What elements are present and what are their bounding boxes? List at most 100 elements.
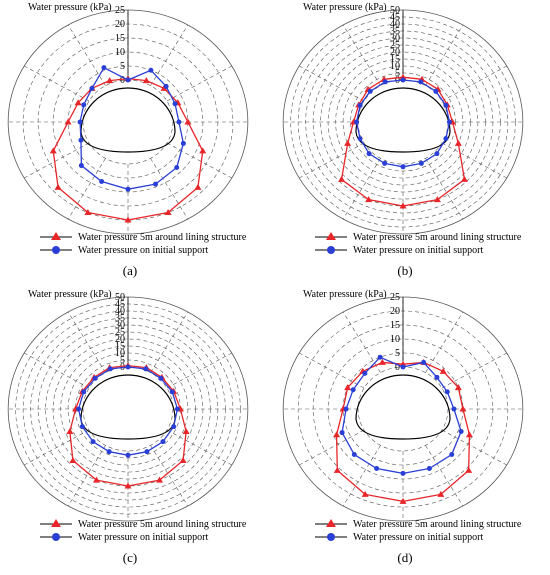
point bbox=[338, 175, 346, 182]
point bbox=[179, 456, 187, 463]
grid-ring bbox=[320, 44, 486, 200]
point bbox=[160, 439, 166, 445]
y-tick-label: 5 bbox=[395, 68, 400, 79]
point bbox=[350, 387, 356, 393]
point bbox=[344, 139, 352, 146]
legend-label: Water pressure 5m around lining structur… bbox=[78, 232, 247, 243]
caption: (d) bbox=[397, 550, 412, 565]
point bbox=[465, 466, 473, 473]
legend-marker bbox=[51, 519, 61, 527]
spoke bbox=[67, 24, 106, 86]
point bbox=[399, 73, 407, 80]
tunnel-outline bbox=[355, 374, 451, 440]
y-tick-label: 15 bbox=[115, 341, 125, 352]
point bbox=[125, 364, 131, 370]
point bbox=[107, 366, 113, 372]
point bbox=[366, 151, 372, 157]
point bbox=[418, 160, 424, 166]
grid-ring bbox=[45, 331, 211, 487]
grid-ring bbox=[60, 345, 196, 473]
point bbox=[454, 384, 462, 391]
point bbox=[446, 119, 452, 125]
y-tick-label: 30 bbox=[115, 320, 125, 331]
point bbox=[344, 384, 352, 391]
spoke bbox=[441, 352, 507, 389]
y-tick-label: 50 bbox=[390, 5, 400, 16]
grid-ring bbox=[335, 58, 471, 186]
point bbox=[418, 79, 424, 85]
y-tick-label: 25 bbox=[390, 292, 400, 303]
point bbox=[76, 406, 82, 412]
point bbox=[459, 405, 467, 412]
point bbox=[194, 183, 202, 190]
point bbox=[400, 164, 406, 170]
legend-marker bbox=[326, 519, 336, 527]
grid-ring bbox=[52, 51, 204, 193]
point bbox=[153, 181, 159, 187]
spoke bbox=[425, 158, 464, 220]
point bbox=[148, 67, 154, 73]
point bbox=[333, 466, 341, 473]
y-tick-label: 10 bbox=[390, 334, 400, 345]
point bbox=[433, 196, 441, 203]
point bbox=[169, 389, 175, 395]
point bbox=[99, 178, 105, 184]
point bbox=[64, 118, 72, 125]
y-tick-label: 45 bbox=[115, 299, 125, 310]
tunnel-outline bbox=[355, 87, 451, 153]
point bbox=[400, 470, 406, 476]
spoke bbox=[150, 445, 189, 507]
spoke bbox=[166, 352, 232, 389]
grid-ring bbox=[327, 338, 479, 480]
spoke bbox=[67, 445, 106, 507]
point bbox=[125, 452, 131, 458]
spoke bbox=[67, 158, 106, 220]
spoke bbox=[441, 429, 507, 466]
grid-ring bbox=[52, 338, 204, 480]
point bbox=[125, 77, 131, 83]
point bbox=[174, 406, 180, 412]
y-tick-label: 10 bbox=[115, 348, 125, 359]
y-tick-label: 20 bbox=[390, 306, 400, 317]
point bbox=[92, 375, 98, 381]
spoke bbox=[150, 24, 189, 86]
spoke bbox=[24, 429, 90, 466]
point bbox=[434, 374, 440, 380]
tunnel-outline bbox=[80, 87, 176, 153]
y-tick-label: 25 bbox=[115, 5, 125, 16]
spoke bbox=[342, 311, 381, 373]
point bbox=[460, 175, 468, 182]
spoke bbox=[299, 352, 365, 389]
point bbox=[434, 151, 440, 157]
point bbox=[367, 88, 373, 94]
legend-label: Water pressure on initial support bbox=[78, 532, 208, 543]
legend-marker bbox=[52, 533, 60, 541]
point bbox=[92, 476, 100, 483]
point bbox=[142, 77, 150, 84]
point bbox=[382, 160, 388, 166]
y-tick-label: 15 bbox=[115, 33, 125, 44]
y-tick-label: 40 bbox=[390, 19, 400, 30]
point bbox=[81, 102, 87, 108]
spoke bbox=[425, 24, 464, 86]
spoke bbox=[342, 445, 381, 507]
point bbox=[433, 88, 439, 94]
point bbox=[443, 102, 449, 108]
point bbox=[382, 79, 388, 85]
y-tick-label: 35 bbox=[390, 26, 400, 37]
spoke bbox=[425, 445, 464, 507]
point bbox=[399, 202, 407, 209]
y-tick-label: 45 bbox=[390, 12, 400, 23]
chart-title: Water pressure (kPa) bbox=[303, 2, 387, 13]
point bbox=[143, 366, 149, 372]
legend-label: Water pressure 5m around lining structur… bbox=[78, 519, 247, 530]
point bbox=[78, 163, 84, 169]
point bbox=[354, 119, 360, 125]
point bbox=[180, 140, 186, 146]
point bbox=[400, 364, 406, 370]
y-tick-label: 10 bbox=[115, 47, 125, 58]
